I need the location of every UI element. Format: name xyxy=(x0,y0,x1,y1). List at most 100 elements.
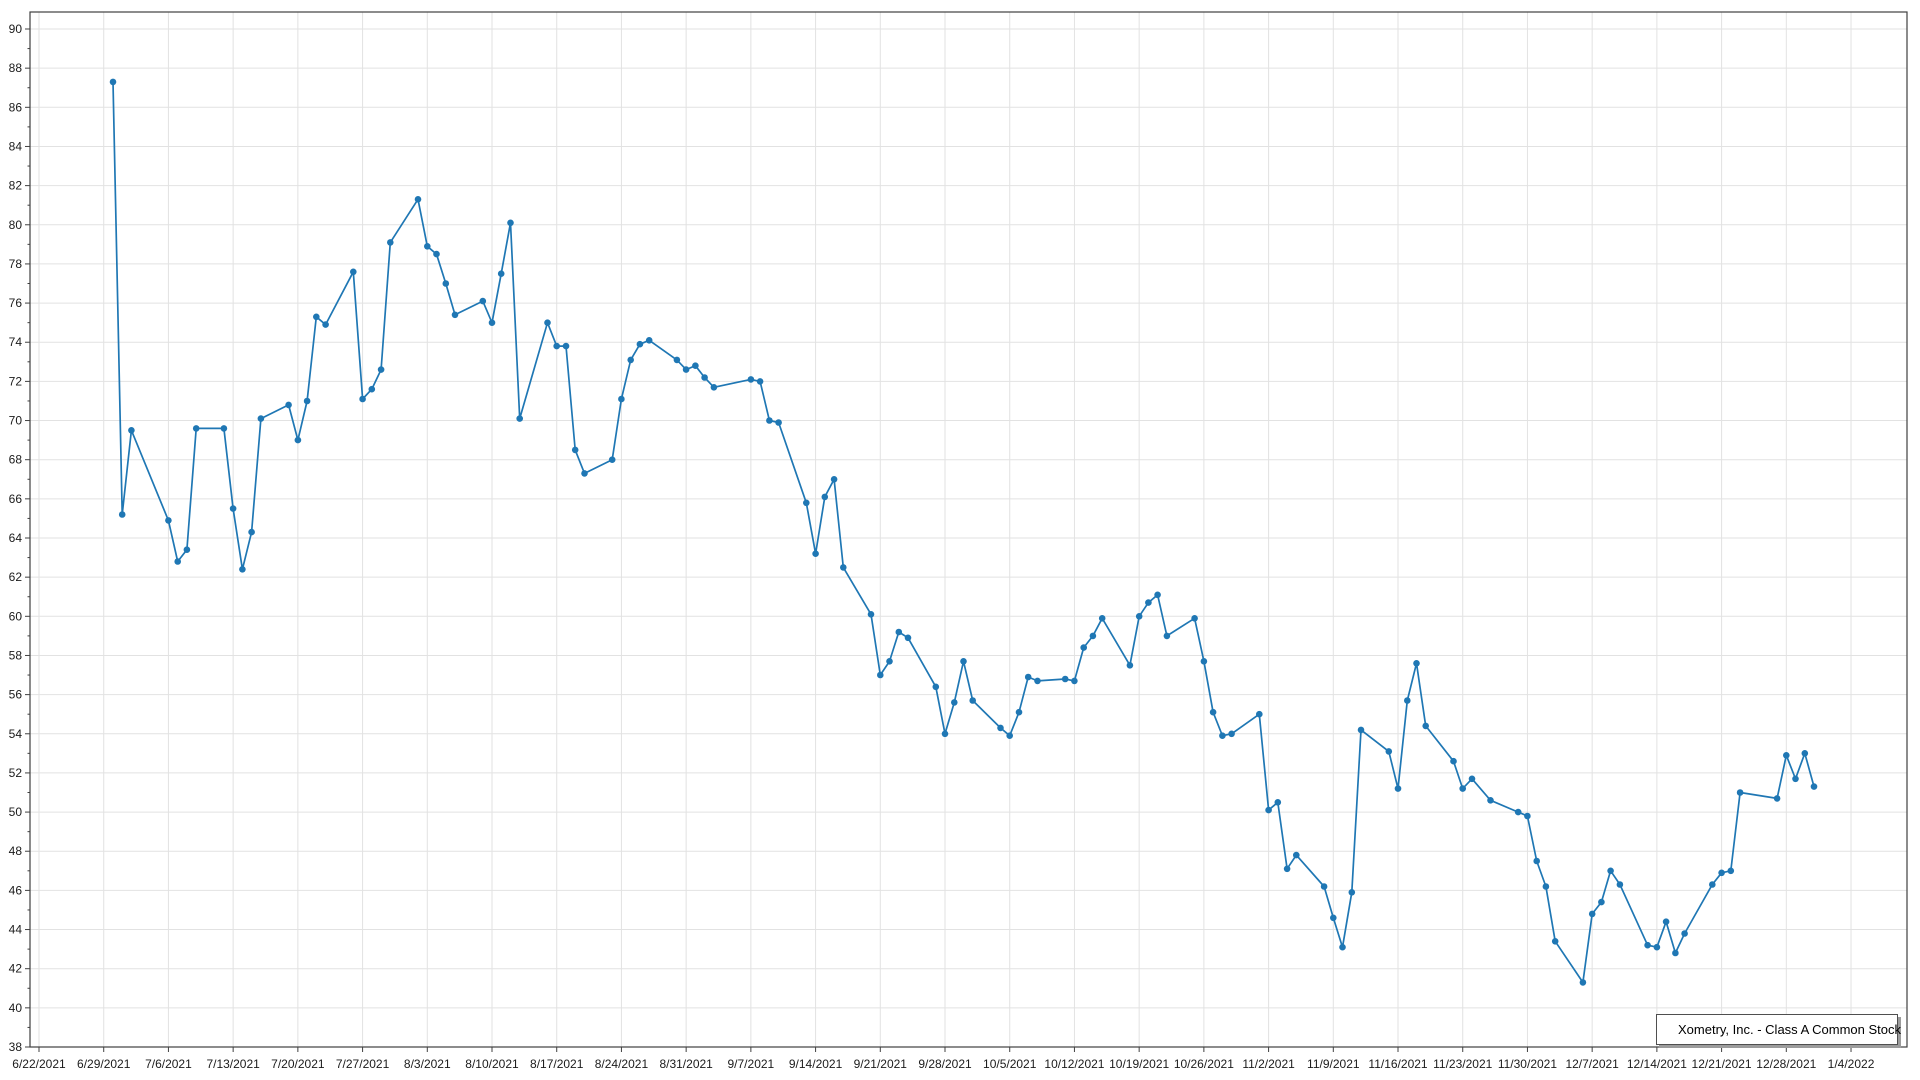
data-point xyxy=(1024,673,1032,681)
data-point xyxy=(904,634,912,642)
legend-series-label: Xometry, Inc. - Class A Common Stock xyxy=(1678,1022,1901,1037)
data-point xyxy=(322,321,329,328)
x-tick-label: 11/23/2021 xyxy=(1433,1057,1492,1071)
data-point xyxy=(1422,722,1429,730)
x-axis-tick-labels: 6/22/2021 6/29/2021 7/6/2021 7/13/2021 7/20/… xyxy=(12,1057,1874,1071)
data-point xyxy=(1672,949,1679,957)
x-tick-label: 8/10/2021 xyxy=(465,1057,519,1071)
data-point xyxy=(969,697,976,704)
data-point xyxy=(951,699,958,706)
data-point xyxy=(1283,865,1291,873)
y-tick-label: 40 xyxy=(9,1001,23,1015)
data-point xyxy=(960,658,967,665)
data-point xyxy=(571,446,579,454)
y-tick-label: 66 xyxy=(9,492,23,506)
data-point xyxy=(507,219,514,227)
x-tick-label: 8/3/2021 xyxy=(404,1057,451,1071)
data-point xyxy=(673,356,681,364)
x-tick-label: 7/20/2021 xyxy=(271,1057,325,1071)
y-tick-label: 86 xyxy=(9,100,23,114)
y-tick-label: 82 xyxy=(9,179,23,193)
data-point xyxy=(1385,748,1393,755)
x-tick-label: 9/7/2021 xyxy=(728,1057,775,1071)
x-tick-label: 9/21/2021 xyxy=(854,1057,908,1071)
data-point xyxy=(1348,889,1356,896)
x-tick-label: 11/2/2021 xyxy=(1242,1057,1295,1071)
data-point xyxy=(886,658,893,665)
data-point xyxy=(1154,591,1161,599)
x-tick-label: 10/5/2021 xyxy=(983,1057,1037,1071)
data-point xyxy=(895,628,903,636)
data-point xyxy=(645,337,653,344)
data-point xyxy=(257,415,265,422)
y-tick-label: 38 xyxy=(9,1040,23,1054)
data-point xyxy=(1339,943,1346,951)
data-point xyxy=(1551,938,1559,945)
data-point xyxy=(488,319,496,327)
data-point xyxy=(544,319,551,327)
x-tick-label: 11/16/2021 xyxy=(1368,1057,1427,1071)
data-point xyxy=(627,356,634,364)
y-tick-label: 70 xyxy=(9,414,23,428)
data-point xyxy=(1034,677,1041,685)
data-point xyxy=(424,243,431,250)
data-point xyxy=(451,311,459,319)
data-point-markers xyxy=(109,78,1818,986)
data-point xyxy=(1006,732,1013,739)
data-point xyxy=(941,730,949,738)
data-point xyxy=(821,493,829,501)
data-point xyxy=(220,425,228,432)
data-point xyxy=(932,683,940,691)
data-point xyxy=(803,499,810,507)
y-axis-tick-labels: 38 40 42 44 46 48 50 52 54 56 58 60 62 64 66 68 70 72 74 76… xyxy=(9,22,23,1054)
data-point xyxy=(997,724,1004,732)
data-point xyxy=(118,511,126,518)
data-point xyxy=(350,268,357,276)
data-point xyxy=(867,611,875,618)
axis-tick-marks xyxy=(25,28,1852,1052)
y-tick-label: 64 xyxy=(9,531,23,545)
y-tick-label: 44 xyxy=(9,923,23,937)
x-tick-label: 10/12/2021 xyxy=(1044,1057,1104,1071)
data-point xyxy=(1709,881,1716,888)
data-point xyxy=(830,476,838,483)
data-point xyxy=(1228,730,1235,738)
y-tick-label: 80 xyxy=(9,218,23,232)
data-point xyxy=(1644,941,1651,949)
data-point xyxy=(1783,752,1790,759)
x-tick-label: 11/30/2021 xyxy=(1498,1057,1557,1071)
x-tick-label: 8/31/2021 xyxy=(659,1057,713,1071)
data-point xyxy=(433,250,440,258)
data-point xyxy=(1810,783,1818,790)
data-point xyxy=(1357,726,1365,734)
data-point xyxy=(1450,757,1457,765)
x-tick-label: 7/13/2021 xyxy=(206,1057,260,1071)
data-point xyxy=(608,456,616,464)
data-point xyxy=(1801,750,1809,757)
data-point xyxy=(1653,943,1661,951)
data-point xyxy=(1256,710,1263,718)
data-point xyxy=(303,397,311,405)
data-point xyxy=(1468,775,1476,783)
data-point xyxy=(1662,918,1670,925)
data-point xyxy=(1320,883,1328,890)
data-point xyxy=(387,239,394,246)
data-point xyxy=(183,546,191,553)
data-point xyxy=(1191,615,1198,622)
y-tick-label: 68 xyxy=(9,453,23,467)
data-point xyxy=(747,376,755,383)
data-point xyxy=(229,505,237,512)
data-point xyxy=(1681,930,1688,937)
data-point xyxy=(1135,613,1143,620)
data-point xyxy=(1718,869,1725,877)
data-point xyxy=(1727,867,1735,875)
data-point xyxy=(1394,785,1402,792)
y-tick-label: 56 xyxy=(9,688,23,702)
data-point xyxy=(1588,910,1596,918)
y-tick-label: 46 xyxy=(9,883,23,897)
data-point xyxy=(840,564,847,571)
y-tick-label: 72 xyxy=(9,374,23,388)
x-tick-label: 10/19/2021 xyxy=(1109,1057,1169,1071)
